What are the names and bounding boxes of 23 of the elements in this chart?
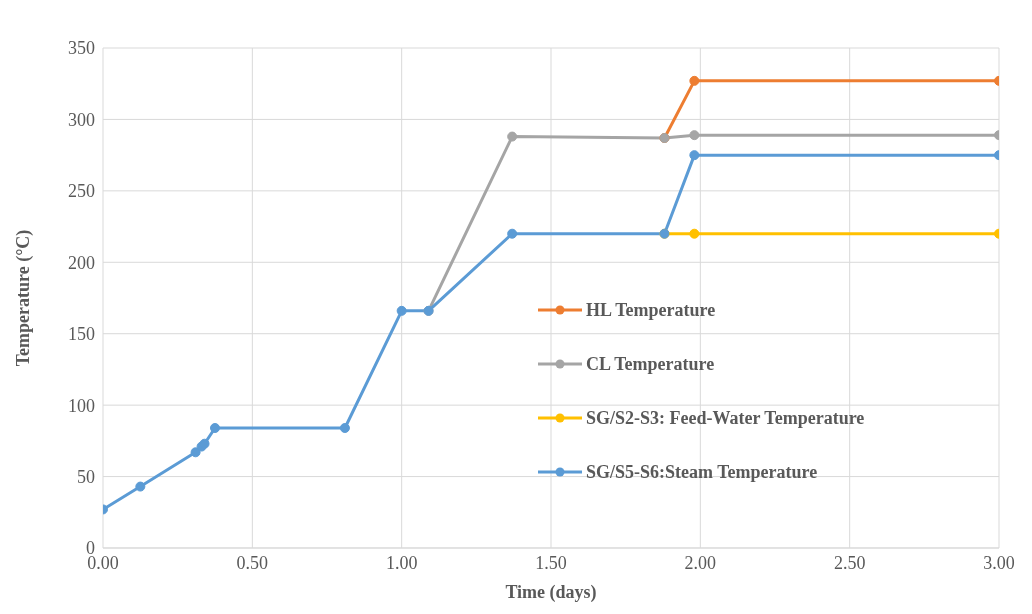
y-tick-label: 300 — [68, 109, 95, 130]
legend-label: HL Temperature — [586, 299, 716, 321]
y-tick-label: 150 — [68, 324, 95, 345]
x-axis-title: Time (days) — [505, 582, 597, 603]
x-tick-label: 1.00 — [385, 552, 418, 573]
y-tick-label: 250 — [68, 181, 95, 202]
legend-label: SG/S2-S3: Feed-Water Temperature — [586, 407, 865, 429]
legend-entry: CL Temperature — [538, 337, 865, 391]
x-tick-label: 3.00 — [983, 552, 1015, 573]
legend-label: CL Temperature — [586, 353, 715, 375]
x-tick-label: 1.50 — [535, 552, 567, 573]
legend-entry: HL Temperature — [538, 283, 865, 337]
y-tick-label: 50 — [77, 466, 95, 487]
legend-entry: SG/S5-S6:Steam Temperature — [538, 445, 865, 499]
y-tick-label: 100 — [68, 395, 95, 416]
x-tick-label: 0.50 — [236, 552, 269, 573]
legend-entry: SG/S2-S3: Feed-Water Temperature — [538, 391, 865, 445]
y-tick-label: 350 — [68, 38, 95, 59]
y-axis-title: Temperature (°C) — [13, 229, 35, 367]
legend-label: SG/S5-S6:Steam Temperature — [586, 461, 818, 483]
x-tick-label: 2.00 — [684, 552, 717, 573]
y-tick-label: 200 — [68, 252, 95, 273]
x-tick-label: 2.50 — [833, 552, 866, 573]
